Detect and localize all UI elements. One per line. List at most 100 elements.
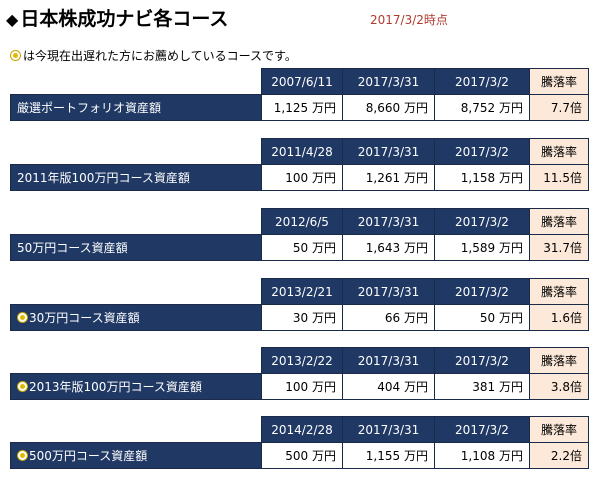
asset-amount: 1,158 <box>460 171 496 185</box>
asset-value: 404 万円 <box>342 373 435 400</box>
course-name-text: 500万円コース資産額 <box>29 449 148 463</box>
header-spacer <box>10 347 262 374</box>
course-name-text: 厳選ポートフォリオ資産額 <box>17 101 162 115</box>
asset-amount: 8,660 <box>365 101 401 115</box>
course-table: 2012/6/5 2017/3/31 2017/3/2 騰落率 50万円コース資産額 50… <box>10 208 589 261</box>
course-name: 30万円コース資産額 <box>10 304 262 331</box>
asset-amount: 100 <box>285 171 309 185</box>
date-header: 2013/2/21 <box>261 278 343 305</box>
asset-amount: 30 <box>292 311 309 325</box>
asset-unit: 万円 <box>311 380 336 394</box>
asset-row: 500万円コース資産額 500 万円 1,155 万円 1,108 万円 2.2倍 <box>10 442 589 469</box>
asset-value: 8,752 万円 <box>434 94 530 121</box>
asset-value: 1,589 万円 <box>434 234 530 261</box>
date-header: 2017/3/2 <box>434 208 530 235</box>
asset-unit: 万円 <box>498 171 523 185</box>
header-spacer <box>10 416 262 443</box>
date-header: 2017/3/2 <box>434 347 530 374</box>
date-header: 2011/4/28 <box>261 138 343 165</box>
asset-unit: 万円 <box>403 380 428 394</box>
date-header-row: 2014/2/28 2017/3/31 2017/3/2 騰落率 <box>10 416 589 443</box>
asset-amount: 500 <box>285 449 309 463</box>
asset-amount: 1,261 <box>365 171 401 185</box>
date-header-row: 2013/2/22 2017/3/31 2017/3/2 騰落率 <box>10 347 589 374</box>
asset-value: 1,261 万円 <box>342 164 435 191</box>
asset-unit: 万円 <box>498 241 523 255</box>
asset-unit: 万円 <box>403 449 428 463</box>
course-table: 2007/6/11 2017/3/31 2017/3/2 騰落率厳選ポートフォリオ資産… <box>10 68 589 121</box>
date-header: 2017/3/31 <box>342 347 435 374</box>
course-name-text: 50万円コース資産額 <box>17 241 128 255</box>
date-header: 2017/3/2 <box>434 278 530 305</box>
asset-unit: 万円 <box>311 101 336 115</box>
asset-unit: 万円 <box>498 449 523 463</box>
date-header: 2017/3/2 <box>434 138 530 165</box>
asset-unit: 万円 <box>498 101 523 115</box>
date-header: 2017/3/31 <box>342 278 435 305</box>
asset-value: 30 万円 <box>261 304 343 331</box>
recommended-mark-icon <box>10 50 21 61</box>
growth-rate: 1.6倍 <box>529 304 589 331</box>
recommended-note: は今現在出遅れた方にお薦めしているコースです。 <box>10 47 297 64</box>
asset-row: 2011年版100万円コース資産額 100 万円 1,261 万円 1,158 万円 1… <box>10 164 589 191</box>
asset-value: 1,643 万円 <box>342 234 435 261</box>
asset-value: 1,158 万円 <box>434 164 530 191</box>
asset-value: 381 万円 <box>434 373 530 400</box>
growth-rate: 31.7倍 <box>529 234 589 261</box>
asset-amount: 50 <box>479 311 496 325</box>
date-header: 2017/3/31 <box>342 208 435 235</box>
asset-unit: 万円 <box>403 241 428 255</box>
course-name-text: 2013年版100万円コース資産額 <box>29 380 202 394</box>
header-spacer <box>10 278 262 305</box>
asset-value: 1,125 万円 <box>261 94 343 121</box>
date-header: 2017/3/2 <box>434 68 530 95</box>
asset-value: 100 万円 <box>261 373 343 400</box>
asset-row: 厳選ポートフォリオ資産額 1,125 万円 8,660 万円 8,752 万円 7.7倍 <box>10 94 589 121</box>
rate-header: 騰落率 <box>529 416 589 443</box>
asset-amount: 100 <box>285 380 309 394</box>
course-table: 2011/4/28 2017/3/31 2017/3/2 騰落率 2011年版100万円… <box>10 138 589 191</box>
course-table: 2014/2/28 2017/3/31 2017/3/2 騰落率 500万円コース資産額… <box>10 416 589 469</box>
asset-unit: 万円 <box>403 171 428 185</box>
page-title-text: 日本株成功ナビ各コース <box>20 8 229 30</box>
recommended-mark-icon <box>17 450 28 461</box>
course-name-text: 2011年版100万円コース資産額 <box>17 171 190 185</box>
course-name: 500万円コース資産額 <box>10 442 262 469</box>
recommended-mark-icon <box>17 381 28 392</box>
growth-rate: 2.2倍 <box>529 442 589 469</box>
as-of-date: 2017/3/2時点 <box>370 13 448 27</box>
date-header-row: 2013/2/21 2017/3/31 2017/3/2 騰落率 <box>10 278 589 305</box>
page-title: ◆ 日本株成功ナビ各コース <box>6 4 228 31</box>
date-header: 2017/3/31 <box>342 68 435 95</box>
asset-value: 100 万円 <box>261 164 343 191</box>
asset-value: 8,660 万円 <box>342 94 435 121</box>
course-table: 2013/2/21 2017/3/31 2017/3/2 騰落率 30万円コース資産額 3… <box>10 278 589 331</box>
date-header-row: 2007/6/11 2017/3/31 2017/3/2 騰落率 <box>10 68 589 95</box>
header-spacer <box>10 138 262 165</box>
asset-value: 500 万円 <box>261 442 343 469</box>
asset-amount: 66 <box>384 311 401 325</box>
date-header: 2017/3/2 <box>434 416 530 443</box>
growth-rate: 11.5倍 <box>529 164 589 191</box>
course-name-text: 30万円コース資産額 <box>29 311 140 325</box>
asset-amount: 1,643 <box>365 241 401 255</box>
date-header: 2017/3/31 <box>342 138 435 165</box>
asset-value: 1,108 万円 <box>434 442 530 469</box>
asset-unit: 万円 <box>311 311 336 325</box>
asset-value: 1,155 万円 <box>342 442 435 469</box>
rate-header: 騰落率 <box>529 278 589 305</box>
asset-value: 50 万円 <box>434 304 530 331</box>
date-header: 2014/2/28 <box>261 416 343 443</box>
course-name: 2013年版100万円コース資産額 <box>10 373 262 400</box>
course-name: 厳選ポートフォリオ資産額 <box>10 94 262 121</box>
rate-header: 騰落率 <box>529 347 589 374</box>
growth-rate: 3.8倍 <box>529 373 589 400</box>
date-header: 2012/6/5 <box>261 208 343 235</box>
date-header: 2017/3/31 <box>342 416 435 443</box>
rate-header: 騰落率 <box>529 208 589 235</box>
course-name: 2011年版100万円コース資産額 <box>10 164 262 191</box>
recommended-note-text: は今現在出遅れた方にお薦めしているコースです。 <box>23 49 297 63</box>
asset-amount: 50 <box>292 241 309 255</box>
asset-amount: 8,752 <box>460 101 496 115</box>
asset-amount: 404 <box>377 380 401 394</box>
